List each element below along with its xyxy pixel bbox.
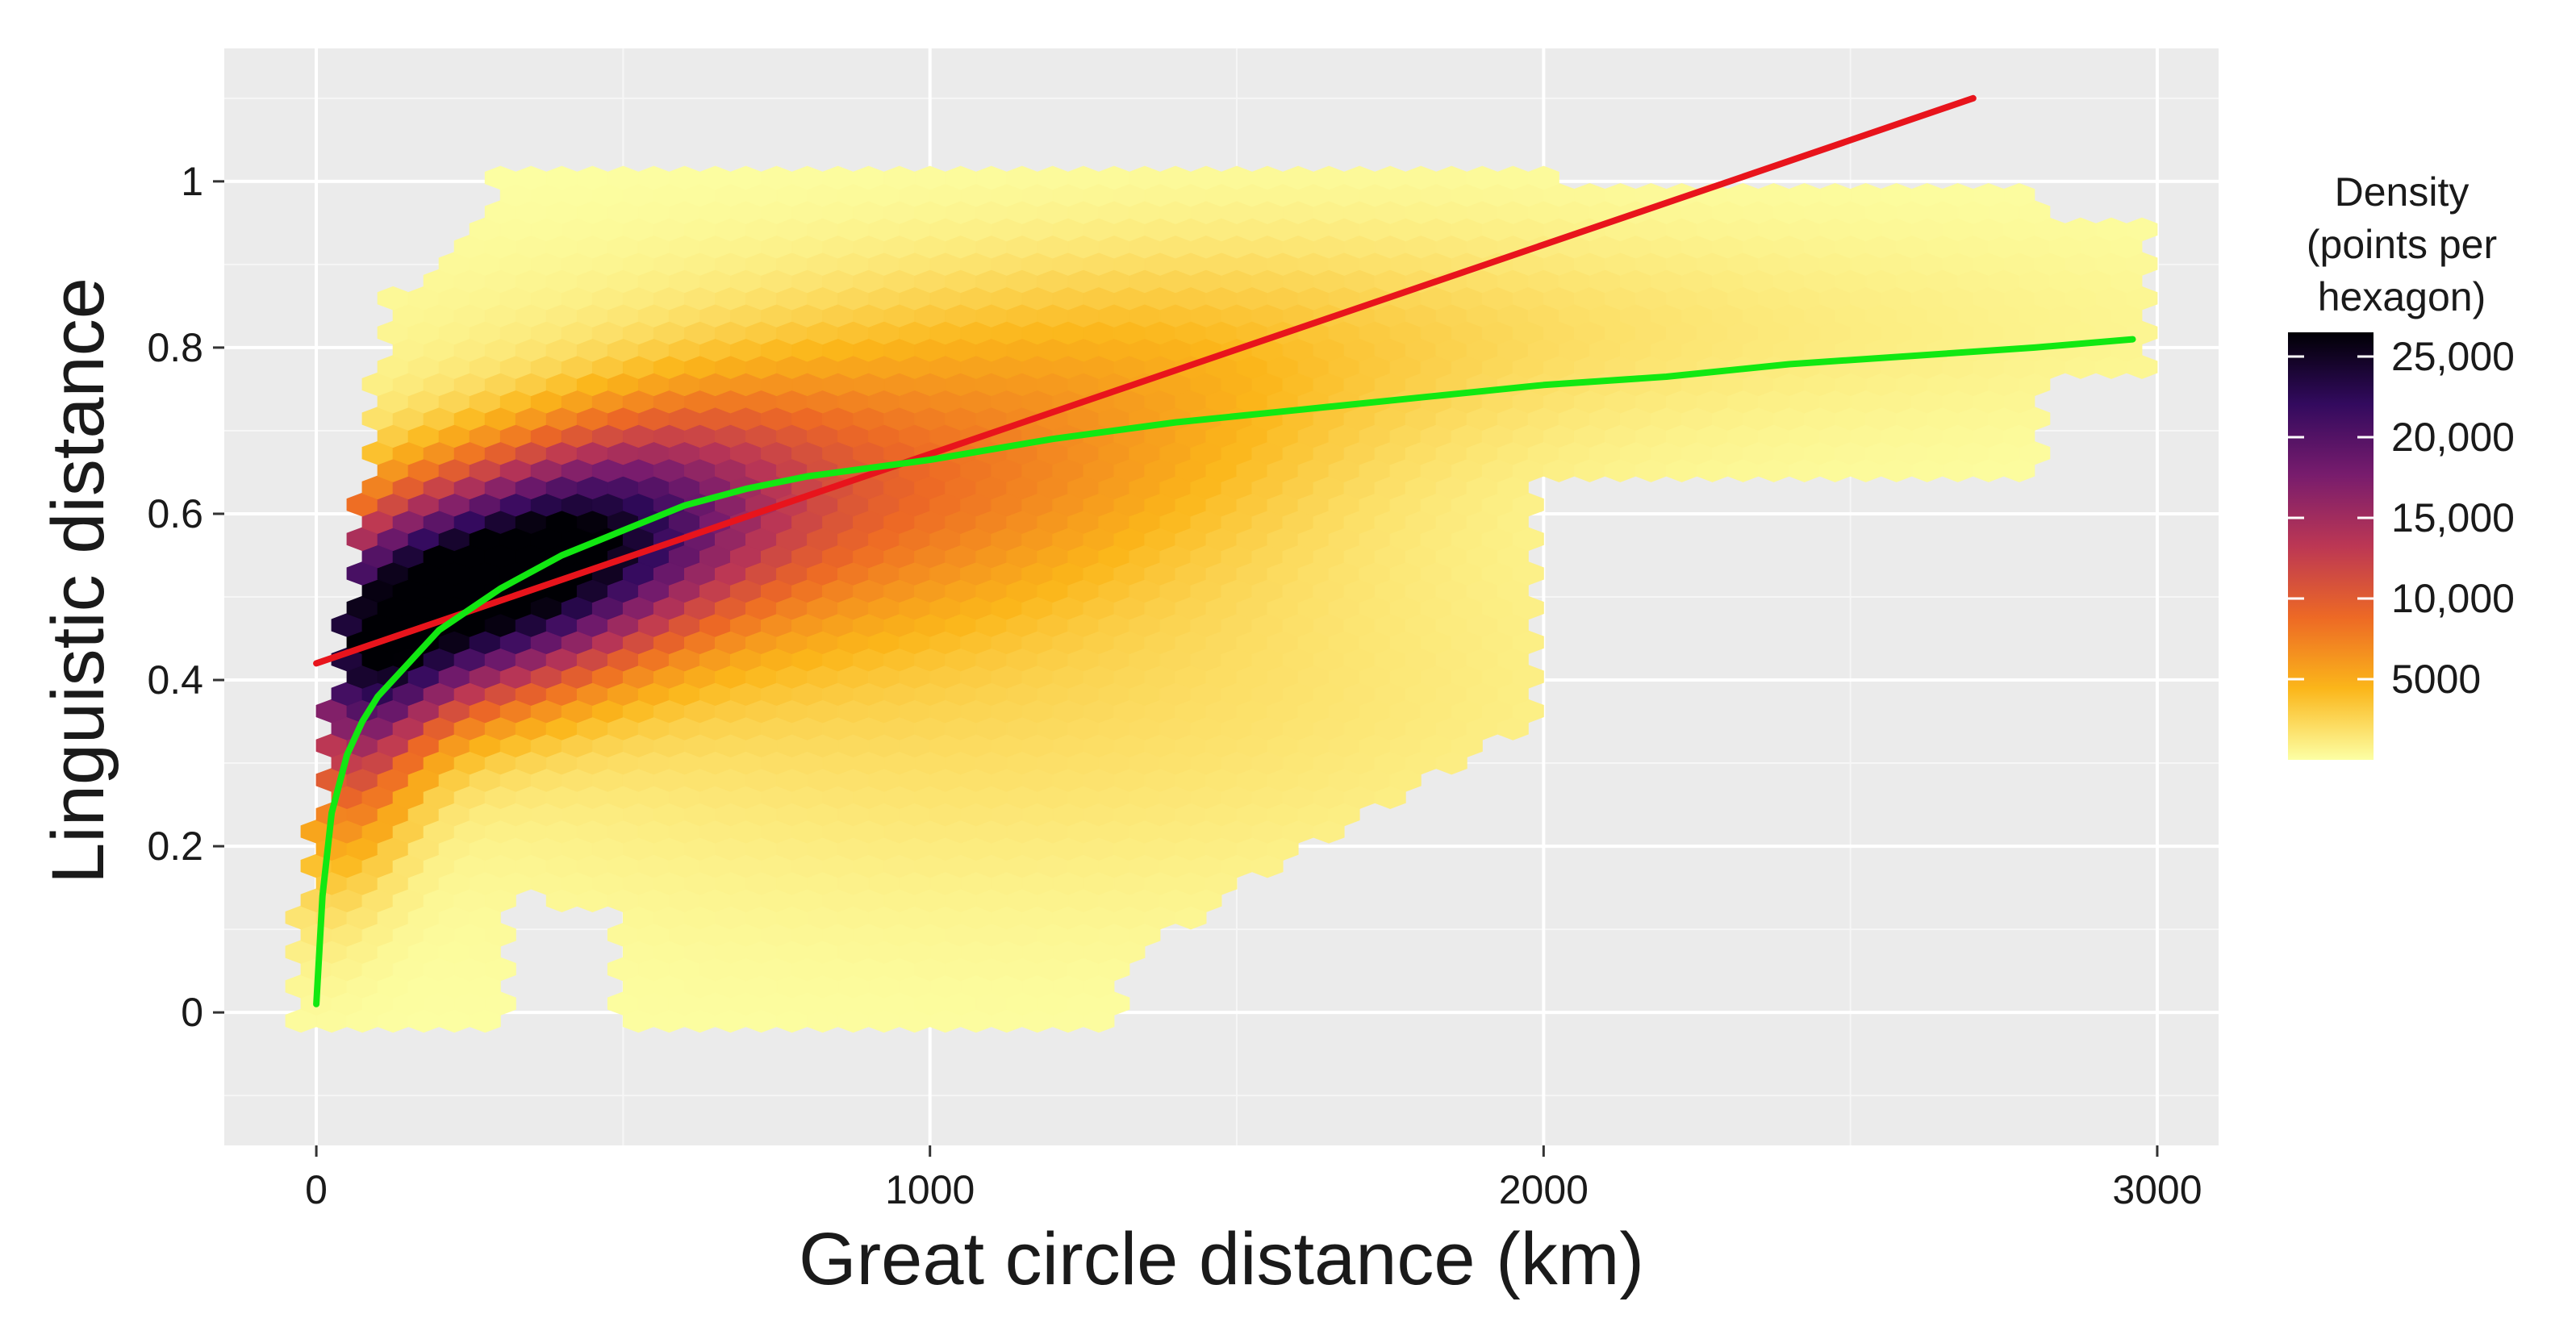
legend-tick-label: 5000 bbox=[2391, 657, 2481, 702]
legend-tick-label: 20,000 bbox=[2391, 415, 2515, 460]
legend-title-line-2: (points per bbox=[2307, 222, 2497, 267]
legend-title-line-3: hexagon) bbox=[2318, 274, 2486, 319]
fit-lines bbox=[313, 94, 2136, 1007]
hex-cell bbox=[1527, 165, 1559, 190]
legend-title-line-1: Density bbox=[2335, 169, 2470, 215]
x-tick-label: 0 bbox=[305, 1167, 328, 1212]
legend-colorbar bbox=[2288, 332, 2374, 760]
y-tick-label: 0.4 bbox=[147, 657, 203, 703]
y-tick-label: 1 bbox=[181, 159, 203, 204]
x-tick-label: 2000 bbox=[1499, 1167, 1589, 1212]
legend-tick-label: 10,000 bbox=[2391, 576, 2515, 621]
y-axis-title: Linguistic distance bbox=[37, 277, 119, 884]
x-axis: 0 1000 2000 3000 bbox=[305, 1145, 2202, 1212]
series-line bbox=[313, 94, 1977, 667]
y-tick-label: 0.8 bbox=[147, 325, 203, 370]
legend-tick-label: 25,000 bbox=[2391, 334, 2515, 379]
hex-cell bbox=[2003, 182, 2035, 207]
y-tick-label: 0 bbox=[181, 990, 203, 1035]
hex-cell bbox=[2126, 217, 2158, 242]
x-axis-title: Great circle distance (km) bbox=[799, 1218, 1644, 1300]
legend-tick-label: 15,000 bbox=[2391, 495, 2515, 540]
series-line bbox=[313, 336, 2136, 1007]
y-tick-label: 0.2 bbox=[147, 824, 203, 869]
legend-ticks: 5000 10,000 15,000 20,000 25,000 bbox=[2288, 334, 2515, 702]
x-tick-label: 3000 bbox=[2112, 1167, 2202, 1212]
y-tick-label: 0.6 bbox=[147, 491, 203, 536]
y-axis: 0 0.2 0.4 0.6 0.8 1 bbox=[147, 159, 224, 1035]
x-tick-label: 1000 bbox=[885, 1167, 975, 1212]
color-legend: Density (points per hexagon) 5000 10,000 1… bbox=[2288, 169, 2515, 760]
